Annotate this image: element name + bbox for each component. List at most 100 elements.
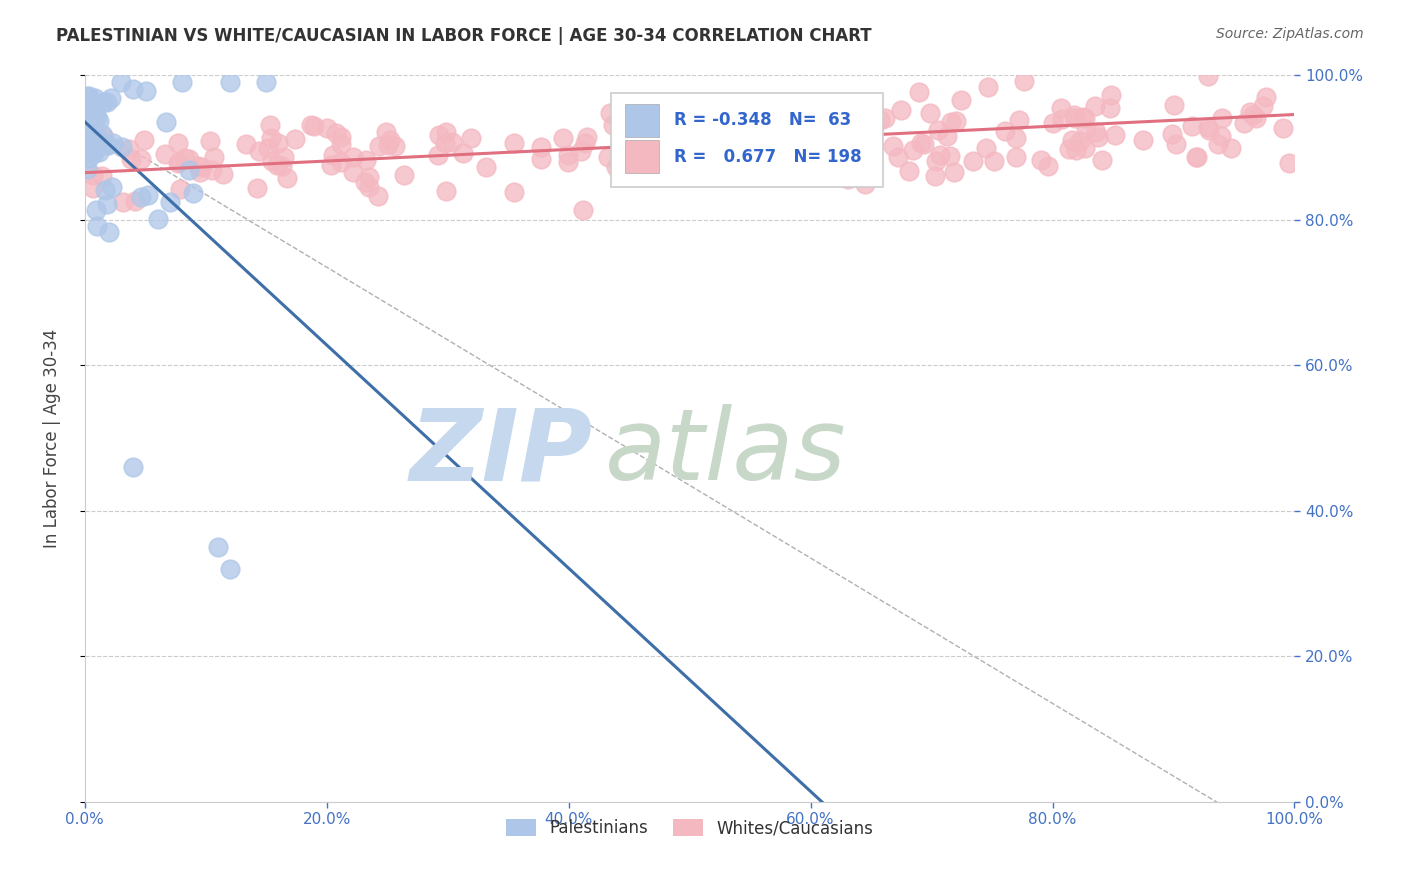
Point bbox=[1060, 133, 1083, 147]
Point bbox=[832, 147, 855, 161]
Point bbox=[927, 123, 949, 137]
Point bbox=[1064, 111, 1087, 125]
Point bbox=[368, 139, 391, 153]
Point bbox=[671, 157, 693, 171]
Point bbox=[77, 88, 100, 103]
Point bbox=[87, 134, 110, 148]
Point bbox=[75, 110, 97, 124]
Point bbox=[817, 124, 839, 138]
Point bbox=[858, 115, 880, 129]
Point bbox=[939, 114, 962, 128]
Point bbox=[1244, 111, 1267, 125]
Point bbox=[1206, 136, 1229, 151]
Point bbox=[730, 154, 752, 169]
Point bbox=[82, 96, 104, 111]
Point bbox=[91, 127, 114, 141]
Point bbox=[733, 147, 755, 161]
Point bbox=[1254, 90, 1277, 104]
Point bbox=[853, 177, 876, 191]
Point bbox=[84, 107, 107, 121]
Point bbox=[745, 111, 768, 125]
Point bbox=[1251, 98, 1274, 112]
Point bbox=[120, 153, 142, 167]
Point bbox=[276, 171, 298, 186]
Point bbox=[887, 150, 910, 164]
Point bbox=[983, 154, 1005, 169]
Point bbox=[427, 128, 450, 142]
Point bbox=[191, 160, 214, 174]
Point bbox=[710, 123, 733, 137]
Point bbox=[111, 194, 134, 209]
Point bbox=[744, 119, 766, 133]
Point bbox=[1052, 112, 1074, 126]
Point bbox=[375, 125, 398, 139]
Point bbox=[166, 136, 188, 151]
Point bbox=[945, 114, 967, 128]
Point bbox=[342, 150, 364, 164]
Point bbox=[433, 136, 456, 151]
Point bbox=[699, 145, 721, 159]
Point bbox=[259, 118, 281, 132]
Legend: Palestinians, Whites/Caucasians: Palestinians, Whites/Caucasians bbox=[499, 813, 880, 844]
Point bbox=[96, 196, 118, 211]
Point bbox=[1197, 120, 1219, 135]
Point bbox=[575, 130, 598, 145]
Point bbox=[962, 154, 984, 169]
Point bbox=[75, 135, 97, 149]
Point bbox=[434, 124, 457, 138]
Point bbox=[212, 167, 235, 181]
Point bbox=[688, 148, 710, 162]
Point bbox=[167, 154, 190, 169]
Point bbox=[1104, 128, 1126, 143]
Point bbox=[1064, 143, 1087, 157]
Point bbox=[257, 141, 280, 155]
Point bbox=[235, 136, 257, 151]
Point bbox=[1160, 127, 1182, 141]
Point bbox=[679, 128, 702, 142]
Point bbox=[129, 189, 152, 203]
Point bbox=[637, 112, 659, 126]
Point bbox=[122, 82, 145, 96]
Point bbox=[1166, 136, 1188, 151]
Point bbox=[83, 134, 105, 148]
Point bbox=[1278, 156, 1301, 170]
Point bbox=[342, 165, 364, 179]
Point bbox=[166, 156, 188, 170]
Point bbox=[929, 148, 952, 162]
Point bbox=[1084, 98, 1107, 112]
Point bbox=[1198, 123, 1220, 137]
Point bbox=[273, 151, 295, 165]
Point bbox=[299, 118, 322, 132]
Point bbox=[357, 169, 380, 184]
Point bbox=[1005, 150, 1028, 164]
Point bbox=[631, 133, 654, 147]
Point bbox=[219, 75, 242, 89]
Point bbox=[741, 153, 763, 168]
Point bbox=[266, 158, 288, 172]
Point bbox=[758, 117, 780, 131]
Point bbox=[153, 146, 176, 161]
Point bbox=[207, 540, 229, 554]
Point bbox=[304, 119, 326, 133]
Point bbox=[1069, 134, 1091, 148]
Point bbox=[174, 151, 197, 165]
Point bbox=[503, 185, 526, 199]
Point bbox=[1185, 150, 1208, 164]
Point bbox=[1042, 116, 1064, 130]
Point bbox=[882, 139, 904, 153]
Point bbox=[844, 107, 866, 121]
Point bbox=[82, 168, 104, 182]
Text: R = -0.348   N=  63: R = -0.348 N= 63 bbox=[673, 112, 851, 129]
Point bbox=[76, 162, 98, 177]
Point bbox=[849, 145, 872, 160]
Point bbox=[734, 110, 756, 124]
Point bbox=[1239, 104, 1261, 119]
Point bbox=[637, 129, 659, 144]
Point bbox=[873, 111, 896, 125]
Point bbox=[101, 136, 124, 150]
Point bbox=[284, 132, 307, 146]
Point bbox=[903, 143, 925, 157]
Point bbox=[94, 137, 117, 152]
Point bbox=[330, 129, 353, 144]
Point bbox=[664, 167, 686, 181]
